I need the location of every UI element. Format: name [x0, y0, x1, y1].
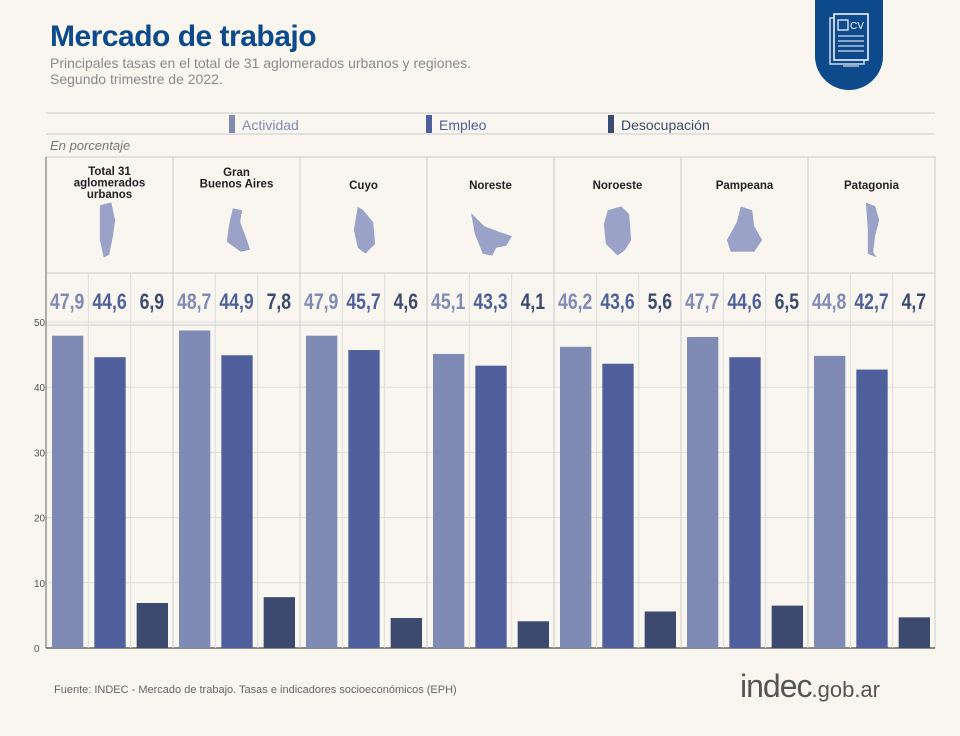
- page-title: Mercado de trabajo: [50, 20, 317, 53]
- bar-empleo: [475, 365, 507, 648]
- gran-buenos-aires-map-icon: [226, 207, 251, 253]
- bar-actividad: [306, 335, 338, 648]
- category-label: Pampeana: [716, 180, 774, 192]
- legend-label-0: Actividad: [242, 117, 299, 133]
- logo-main: indec: [740, 668, 812, 704]
- bar-desocupación: [136, 603, 168, 648]
- subtitle: Principales tasas en el total de 31 aglo…: [50, 55, 472, 71]
- category-label: aglomerados: [74, 178, 146, 190]
- cv-text: CV: [850, 21, 864, 32]
- unit-label: En porcentaje: [50, 138, 130, 153]
- indec-logo: indec.gob.ar: [740, 668, 880, 705]
- noroeste-map-icon: [603, 205, 632, 257]
- data-label-empleo: 42,7: [854, 290, 888, 314]
- data-label-actividad: 47,7: [685, 290, 719, 314]
- bar-empleo: [602, 363, 634, 648]
- data-label-desocupación: 4,7: [902, 290, 926, 314]
- data-label-actividad: 45,1: [431, 290, 465, 314]
- data-label-desocupación: 6,9: [140, 290, 164, 314]
- cv-document-icon: CV: [829, 13, 869, 67]
- data-label-desocupación: 6,5: [775, 290, 799, 314]
- category-label: Cuyo: [349, 180, 378, 192]
- argentina-map-icon: [99, 201, 116, 259]
- data-label-actividad: 44,8: [812, 290, 846, 314]
- cv-badge: CV: [815, 0, 883, 90]
- bar-empleo: [729, 357, 761, 648]
- category-label: Gran: [223, 167, 250, 179]
- bar-desocupación: [771, 605, 803, 648]
- data-label-empleo: 43,3: [473, 290, 507, 314]
- bar-desocupación: [390, 618, 422, 648]
- bar-actividad: [433, 353, 465, 648]
- bar-desocupación: [263, 597, 295, 648]
- data-label-empleo: 45,7: [346, 290, 380, 314]
- bar-desocupación: [898, 617, 930, 648]
- bar-actividad: [52, 335, 84, 648]
- category-label: urbanos: [87, 189, 132, 201]
- data-label-desocupación: 4,1: [521, 290, 545, 314]
- bar-actividad: [687, 336, 719, 648]
- legend-label-1: Empleo: [439, 117, 487, 133]
- bar-desocupación: [517, 621, 549, 648]
- y-tick-label: 50: [34, 318, 46, 329]
- bar-empleo: [221, 355, 253, 648]
- data-label-empleo: 43,6: [600, 290, 634, 314]
- legend-swatch-0: [229, 115, 235, 133]
- bar-empleo: [856, 369, 888, 648]
- logo-domain: .gob.ar: [811, 677, 881, 702]
- data-label-empleo: 44,9: [219, 290, 253, 314]
- pampeana-map-icon: [726, 205, 763, 253]
- bar-actividad: [560, 346, 592, 648]
- data-label-desocupación: 4,6: [394, 290, 418, 314]
- data-label-empleo: 44,6: [727, 290, 761, 314]
- bar-empleo: [94, 357, 126, 648]
- data-label-actividad: 48,7: [177, 290, 211, 314]
- y-tick-label: 0: [34, 644, 40, 655]
- data-label-empleo: 44,6: [92, 290, 126, 314]
- y-tick-label: 10: [34, 579, 46, 590]
- category-label: Patagonia: [844, 180, 900, 192]
- bar-actividad: [179, 330, 211, 648]
- data-label-actividad: 47,9: [50, 290, 84, 314]
- y-tick-label: 40: [34, 383, 46, 394]
- bar-empleo: [348, 350, 380, 648]
- data-label-actividad: 47,9: [304, 290, 338, 314]
- legend-swatch-2: [608, 115, 614, 133]
- data-label-desocupación: 7,8: [267, 290, 291, 314]
- legend-swatch-1: [426, 115, 432, 133]
- data-label-actividad: 46,2: [558, 290, 592, 314]
- source-note: Fuente: INDEC - Mercado de trabajo. Tasa…: [54, 684, 457, 696]
- y-tick-label: 30: [34, 448, 46, 459]
- patagonia-map-icon: [865, 201, 880, 259]
- y-tick-label: 20: [34, 514, 46, 525]
- subtitle-date: Segundo trimestre de 2022.: [50, 71, 223, 87]
- noreste-map-icon: [470, 211, 513, 257]
- category-label: Buenos Aires: [200, 179, 274, 191]
- legend-label-2: Desocupación: [621, 117, 710, 133]
- bar-actividad: [814, 355, 846, 648]
- data-label-desocupación: 5,6: [648, 290, 672, 314]
- category-label: Total 31: [88, 166, 131, 178]
- category-label: Noreste: [469, 180, 512, 192]
- bar-desocupación: [644, 611, 676, 648]
- category-label: Noroeste: [593, 180, 643, 192]
- cuyo-map-icon: [353, 205, 376, 255]
